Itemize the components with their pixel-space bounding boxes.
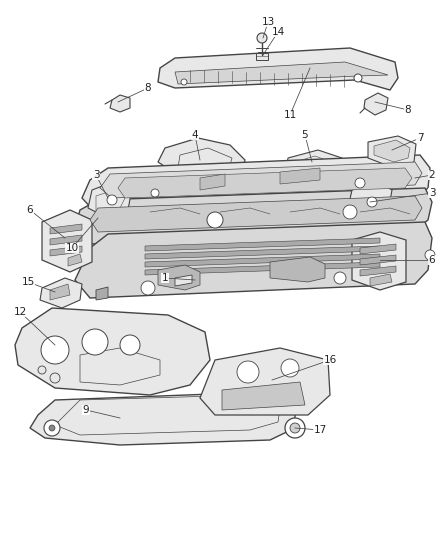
- Text: 13: 13: [261, 17, 275, 27]
- Polygon shape: [270, 257, 325, 282]
- Polygon shape: [96, 287, 108, 300]
- Polygon shape: [374, 140, 410, 162]
- Circle shape: [141, 281, 155, 295]
- Circle shape: [50, 373, 60, 383]
- Circle shape: [107, 195, 117, 205]
- Polygon shape: [280, 168, 320, 184]
- Polygon shape: [88, 180, 132, 218]
- Circle shape: [281, 359, 299, 377]
- Polygon shape: [352, 232, 406, 290]
- Polygon shape: [42, 210, 92, 272]
- Text: 16: 16: [323, 355, 337, 365]
- Polygon shape: [158, 265, 200, 290]
- Circle shape: [285, 418, 305, 438]
- Polygon shape: [145, 238, 380, 251]
- Polygon shape: [175, 275, 192, 286]
- Circle shape: [120, 335, 140, 355]
- Circle shape: [151, 189, 159, 197]
- Text: 7: 7: [417, 133, 423, 143]
- Text: 11: 11: [283, 110, 297, 120]
- Text: 3: 3: [93, 170, 99, 180]
- Polygon shape: [360, 255, 396, 265]
- Text: 8: 8: [405, 105, 411, 115]
- Polygon shape: [118, 168, 412, 198]
- Text: 3: 3: [429, 188, 435, 198]
- Circle shape: [290, 423, 300, 433]
- Polygon shape: [256, 53, 268, 60]
- Text: 10: 10: [65, 243, 78, 253]
- Polygon shape: [50, 284, 70, 300]
- Circle shape: [41, 336, 69, 364]
- Text: 14: 14: [272, 27, 285, 37]
- Circle shape: [355, 178, 365, 188]
- Circle shape: [237, 361, 259, 383]
- Text: 8: 8: [145, 83, 151, 93]
- Polygon shape: [175, 62, 388, 84]
- Circle shape: [367, 197, 377, 207]
- Polygon shape: [200, 174, 225, 190]
- Polygon shape: [100, 162, 422, 198]
- Text: 9: 9: [83, 405, 89, 415]
- Polygon shape: [370, 274, 392, 286]
- Polygon shape: [145, 254, 380, 267]
- Circle shape: [343, 205, 357, 219]
- Text: 15: 15: [21, 277, 35, 287]
- Polygon shape: [145, 246, 380, 259]
- Polygon shape: [30, 392, 295, 445]
- Polygon shape: [90, 196, 422, 232]
- Polygon shape: [368, 136, 416, 168]
- Circle shape: [334, 272, 346, 284]
- Polygon shape: [286, 150, 342, 178]
- Circle shape: [38, 366, 46, 374]
- Circle shape: [82, 329, 108, 355]
- Text: 2: 2: [429, 170, 435, 180]
- Circle shape: [49, 425, 55, 431]
- Polygon shape: [158, 138, 245, 185]
- Text: 6: 6: [429, 255, 435, 265]
- Polygon shape: [50, 246, 82, 256]
- Circle shape: [354, 74, 362, 82]
- Polygon shape: [110, 95, 130, 112]
- Polygon shape: [222, 382, 305, 410]
- Polygon shape: [50, 235, 82, 245]
- Polygon shape: [348, 182, 392, 218]
- Polygon shape: [40, 278, 82, 308]
- Text: 17: 17: [313, 425, 327, 435]
- Polygon shape: [75, 188, 432, 244]
- Text: 6: 6: [27, 205, 33, 215]
- Polygon shape: [145, 262, 380, 275]
- Circle shape: [181, 79, 187, 85]
- Text: 4: 4: [192, 130, 198, 140]
- Circle shape: [44, 420, 60, 436]
- Polygon shape: [360, 266, 396, 276]
- Circle shape: [257, 33, 267, 43]
- Polygon shape: [82, 155, 430, 212]
- Text: 12: 12: [14, 307, 27, 317]
- Polygon shape: [68, 254, 82, 266]
- Circle shape: [425, 250, 435, 260]
- Polygon shape: [200, 348, 330, 415]
- Circle shape: [207, 212, 223, 228]
- Text: 5: 5: [302, 130, 308, 140]
- Polygon shape: [75, 222, 432, 298]
- Polygon shape: [158, 48, 398, 90]
- Polygon shape: [50, 224, 82, 234]
- Polygon shape: [360, 244, 396, 254]
- Polygon shape: [15, 308, 210, 395]
- Text: 1: 1: [162, 273, 168, 283]
- Polygon shape: [364, 93, 388, 115]
